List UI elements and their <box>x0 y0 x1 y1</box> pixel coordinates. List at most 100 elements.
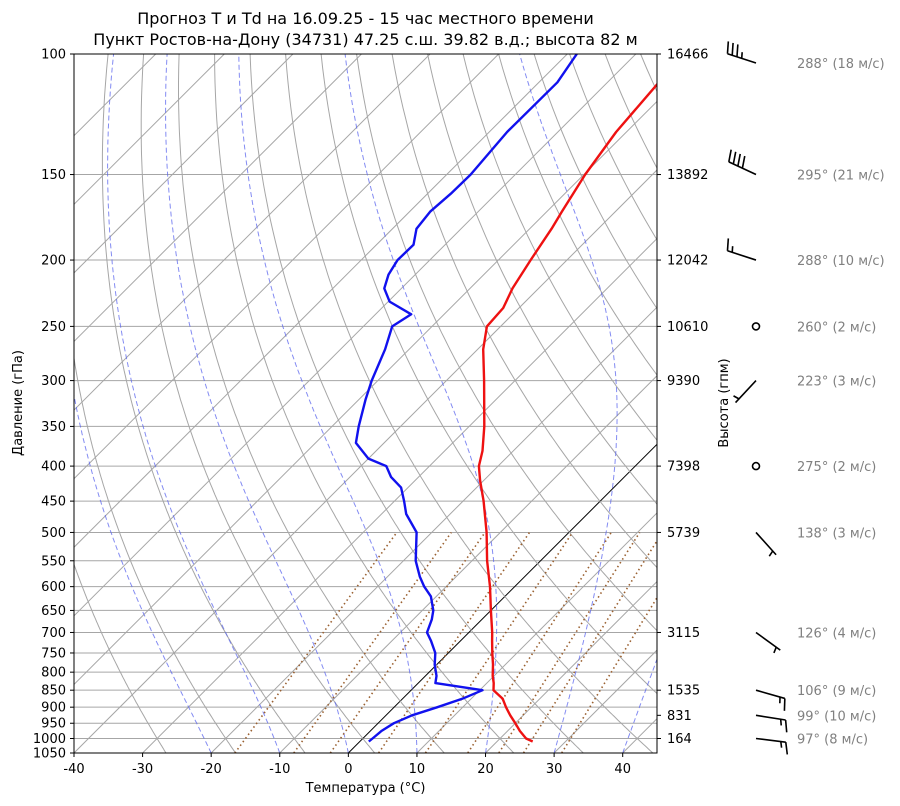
barb-flag <box>736 44 739 57</box>
x-tick-label: 10 <box>409 762 426 777</box>
barb-flag <box>731 42 734 56</box>
y-tick-label: 700 <box>41 626 66 641</box>
isotherm-line <box>210 306 657 753</box>
wind-barb <box>751 461 761 471</box>
barb-flag <box>737 153 742 167</box>
moist-adiabat-line <box>344 54 498 753</box>
wind-barb <box>726 238 757 261</box>
mixing-ratio-line <box>498 532 641 753</box>
plot-frame <box>73 53 658 754</box>
isotherm-line <box>622 717 657 753</box>
dry-adiabat-line <box>427 54 657 505</box>
dry-adiabat-line <box>676 54 900 753</box>
y-tick-label: 300 <box>41 374 66 389</box>
x-axis-label: Температура (°C) <box>305 781 426 796</box>
wind-label: 275° (2 м/с) <box>797 460 876 475</box>
y-tick-label: 450 <box>41 495 66 510</box>
height-tick-label: 831 <box>667 709 692 724</box>
mixing-ratio-line <box>234 531 398 753</box>
y-tick-label: 950 <box>41 717 66 732</box>
moist-adiabat-line <box>238 54 418 753</box>
wind-barb <box>733 380 757 404</box>
isotherm-line <box>142 237 657 753</box>
wind-barb <box>726 41 757 64</box>
mixing-ratio-line <box>293 531 452 753</box>
wind-barb <box>755 714 788 733</box>
wind-label: 126° (4 м/с) <box>797 626 876 641</box>
barb-flag <box>784 719 788 733</box>
dry-adiabat-line <box>74 562 167 753</box>
barb-half-flag <box>733 395 740 400</box>
background-lines <box>74 54 900 753</box>
height-tick-label: 16466 <box>667 48 708 63</box>
mixing-ratio-line <box>467 532 612 753</box>
height-tick-label: 13892 <box>667 168 708 183</box>
wind-label: 260° (2 м/с) <box>797 320 876 335</box>
barb-half-flag <box>780 741 783 748</box>
height-tick-label: 3115 <box>667 626 700 641</box>
x-tick-label: -40 <box>63 762 84 777</box>
y-tick-label: 650 <box>41 604 66 619</box>
height-tick-label: 1535 <box>667 684 700 699</box>
height-tick-label: 7398 <box>667 460 700 475</box>
y-tick-label: 100 <box>41 48 66 63</box>
moist-adiabat-line <box>622 657 657 753</box>
wind-barb <box>751 322 761 331</box>
mixing-ratio-line <box>424 531 574 753</box>
y-tick-label: 1050 <box>33 747 66 762</box>
dry-adiabat-line <box>214 54 515 753</box>
y-tick-label: 150 <box>41 168 66 183</box>
isotherm-line <box>74 54 294 274</box>
y-tick-label: 800 <box>41 666 66 681</box>
isotherm-line <box>74 54 225 206</box>
barb-flag <box>728 149 732 163</box>
isotherm-line <box>74 54 362 343</box>
y-axis-label: Давление (гПа) <box>11 350 26 456</box>
dry-adiabat-line <box>320 54 657 695</box>
dry-adiabat-line <box>462 54 657 441</box>
mixing-ratio-line <box>329 531 486 753</box>
wind-barb <box>755 631 781 654</box>
dry-adiabat-line <box>285 54 654 753</box>
barb-flag <box>726 41 730 54</box>
x-tick-label: -10 <box>269 762 290 777</box>
height-tick-label: 9390 <box>667 374 700 389</box>
dry-adiabat-line <box>356 54 657 632</box>
wind-label: 138° (3 м/с) <box>797 526 876 541</box>
wind-label: 106° (9 м/с) <box>797 684 876 699</box>
dry-adiabat-line <box>101 54 306 753</box>
dry-adiabat-line <box>640 54 657 93</box>
barb-shaft <box>727 250 757 261</box>
dry-adiabat-line <box>249 54 584 753</box>
barb-half-flag <box>768 550 774 557</box>
x-tick-label: 20 <box>477 762 494 777</box>
wind-barb <box>755 689 786 711</box>
mixing-ratio-line <box>522 539 657 753</box>
barb-flag <box>741 155 746 169</box>
series-line-t <box>477 82 657 743</box>
barb-half-flag <box>773 646 777 654</box>
isotherm-line <box>485 580 657 753</box>
y-tick-label: 250 <box>41 320 66 335</box>
series-line-td <box>354 54 578 743</box>
x-tick-label: 30 <box>546 762 563 777</box>
dry-adiabat-line <box>498 54 657 376</box>
wind-barb <box>755 531 777 557</box>
y-tick-label: 200 <box>41 254 66 269</box>
y-tick-label: 900 <box>41 701 66 716</box>
x-tick-label: -30 <box>132 762 153 777</box>
dry-adiabat-line <box>74 355 237 753</box>
barb-flag <box>732 151 737 165</box>
moist-adiabat-line <box>519 54 618 753</box>
dry-adiabat-line <box>178 54 445 753</box>
wind-label: 288° (10 м/с) <box>797 254 885 269</box>
dry-adiabat-line <box>747 54 900 753</box>
y-tick-label: 750 <box>41 646 66 661</box>
dry-adiabat-line <box>818 54 900 753</box>
y-tick-label: 350 <box>41 420 66 435</box>
chart-title-line1: Прогноз T и Td на 16.09.25 - 15 час мест… <box>137 9 593 28</box>
y-tick-label: 850 <box>41 684 66 699</box>
profile-lines <box>354 54 657 743</box>
